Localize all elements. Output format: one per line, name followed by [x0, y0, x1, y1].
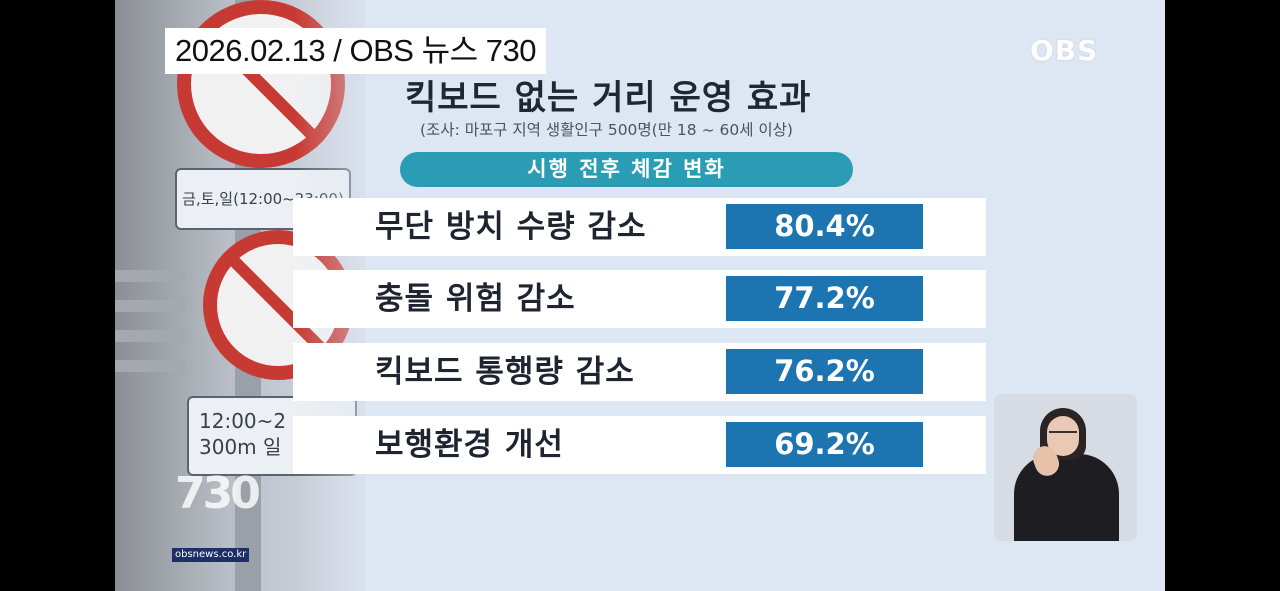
- result-row: 보행환경 개선 69.2%: [293, 416, 986, 474]
- program-watermark-logo: 730: [175, 468, 261, 519]
- result-value: 76.2%: [726, 349, 923, 394]
- result-value: 69.2%: [726, 422, 923, 467]
- result-label: 충돌 위험 감소: [375, 281, 576, 317]
- result-label: 보행환경 개선: [375, 427, 564, 463]
- obs-logo: OBS: [1030, 34, 1099, 67]
- result-row: 킥보드 통행량 감소 76.2%: [293, 343, 986, 401]
- result-row: 충돌 위험 감소 77.2%: [293, 270, 986, 328]
- glasses-icon: [1049, 431, 1077, 439]
- sign-plate-bottom-line1: 12:00~2: [199, 409, 287, 433]
- graphic-title: 킥보드 없는 거리 운영 효과: [405, 78, 812, 118]
- section-label: 시행 전후 체감 변화: [400, 152, 853, 187]
- result-value: 77.2%: [726, 276, 923, 321]
- website-label: obsnews.co.kr: [172, 548, 250, 562]
- result-label: 킥보드 통행량 감소: [375, 354, 635, 390]
- interpreter-body: [1014, 454, 1119, 541]
- sign-plate-bottom-line2: 300m 일: [199, 435, 282, 459]
- result-row: 무단 방치 수량 감소 80.4%: [293, 198, 986, 256]
- result-label: 무단 방치 수량 감소: [375, 209, 647, 245]
- date-program-stamp: 2026.02.13 / OBS 뉴스 730: [165, 28, 546, 74]
- graphic-subtitle: (조사: 마포구 지역 생활인구 500명(만 18 ~ 60세 이상): [420, 121, 793, 139]
- result-value: 80.4%: [726, 204, 923, 249]
- sign-language-interpreter: [994, 394, 1137, 541]
